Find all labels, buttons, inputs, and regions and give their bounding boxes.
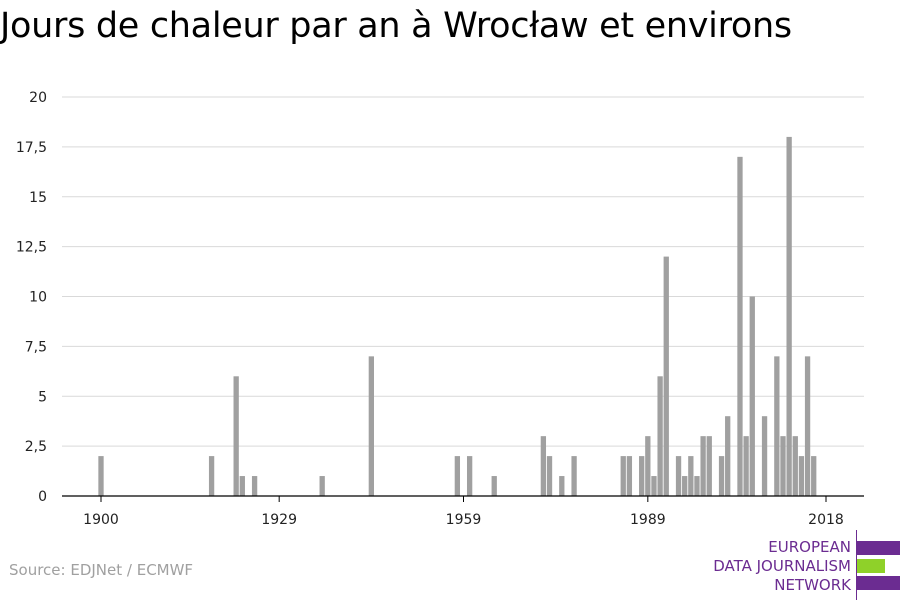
y-tick-label: 10 — [29, 290, 47, 306]
y-tick-label: 12,5 — [16, 240, 47, 256]
y-tick-label: 5 — [38, 389, 47, 405]
logo-line-3: NETWORK — [774, 576, 851, 594]
bar — [626, 456, 633, 496]
bar — [540, 436, 547, 496]
bar — [98, 456, 104, 496]
bar — [706, 436, 712, 496]
x-tick-label: 2018 — [808, 512, 844, 528]
bar — [749, 296, 755, 496]
bar — [688, 456, 694, 496]
bar — [718, 456, 725, 496]
bar — [743, 436, 749, 496]
bar — [786, 136, 792, 496]
bar — [811, 456, 817, 496]
bar — [725, 416, 731, 496]
bar — [737, 156, 743, 496]
bar — [761, 416, 768, 496]
y-tick-label: 15 — [29, 190, 47, 206]
bar — [657, 376, 663, 496]
bar — [251, 476, 258, 496]
gridlines — [62, 96, 864, 447]
chart-title: Jours de chaleur par an à Wrocław et env… — [0, 6, 792, 46]
logo-bar-bottom — [857, 576, 900, 590]
y-tick-label: 0 — [38, 489, 47, 505]
bar — [368, 356, 374, 496]
bar — [694, 476, 700, 496]
bar — [651, 476, 657, 496]
bar — [675, 456, 682, 496]
x-tick-label: 1900 — [83, 512, 119, 528]
logo-divider — [856, 530, 857, 600]
y-tick-label: 2,5 — [25, 439, 47, 455]
x-tick-label: 1959 — [446, 512, 482, 528]
y-axis-tick-labels: 0 2,5 5 7,5 10 12,5 15 17,5 20 — [16, 90, 47, 505]
logo-line-2: DATA JOURNALISM — [713, 557, 851, 575]
bar — [319, 476, 325, 496]
bar — [208, 456, 215, 496]
bar — [491, 476, 497, 496]
x-tick-label: 1929 — [261, 512, 297, 528]
bar — [620, 456, 626, 496]
x-axis-ticks: 1900 1929 1959 1989 2018 — [83, 496, 844, 528]
bar — [645, 436, 651, 496]
bar — [700, 436, 706, 496]
bar — [466, 456, 473, 496]
bar — [804, 356, 811, 496]
bars — [98, 136, 817, 496]
bar — [639, 456, 645, 496]
bar — [546, 456, 553, 496]
logo-bar-middle — [857, 559, 885, 573]
bar — [780, 436, 786, 496]
x-tick-label: 1989 — [630, 512, 666, 528]
bar — [571, 456, 577, 496]
bar — [233, 376, 239, 496]
bar — [239, 476, 245, 496]
bar — [682, 476, 688, 496]
y-tick-label: 17,5 — [16, 140, 47, 156]
bar — [798, 456, 805, 496]
bar — [792, 436, 798, 496]
logo-line-1: EUROPEAN — [768, 538, 851, 556]
source-note: Source: EDJNet / ECMWF — [9, 561, 194, 579]
y-tick-label: 20 — [29, 90, 47, 106]
bar — [454, 456, 461, 496]
edjnet-logo: EUROPEAN DATA JOURNALISM NETWORK — [700, 530, 900, 600]
bar — [559, 476, 565, 496]
bar — [774, 356, 780, 496]
logo-bar-top — [857, 541, 900, 555]
y-tick-label: 7,5 — [25, 339, 47, 355]
logo-text: EUROPEAN DATA JOURNALISM NETWORK — [713, 538, 851, 595]
bar — [663, 256, 669, 496]
